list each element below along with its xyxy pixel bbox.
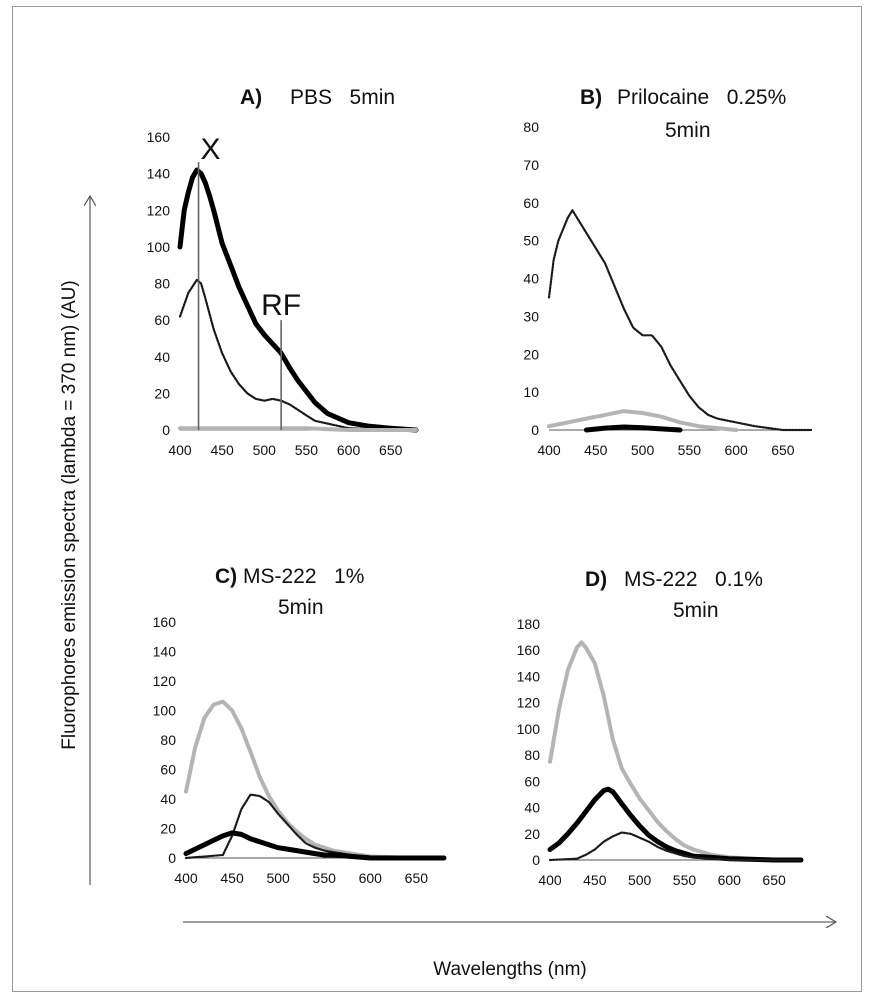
panel-c-y-tick-label: 40 — [160, 791, 176, 807]
panel-d-title-line-2: 5min — [673, 599, 719, 622]
panel-a-y-tick-label: 80 — [154, 276, 170, 292]
panel-b-y-tick-label: 60 — [523, 195, 539, 211]
panel-a-series-thick-black — [177, 167, 419, 433]
panel-a-y-tick-label: 120 — [147, 202, 171, 218]
panel-c-plot: 0 20 40 60 80 100 120 140 160 400 450 500 550 600 650 — [153, 614, 447, 886]
panel-d-y-tick-label: 180 — [517, 616, 541, 632]
panel-b-series-dotted-black — [547, 209, 813, 432]
panel-c-x-tick-label: 550 — [313, 870, 337, 886]
panel-d-y-tick-label: 80 — [524, 747, 540, 763]
panel-c-series-gray — [184, 699, 446, 860]
panel-c-y-tick-label: 160 — [153, 614, 177, 630]
panel-c-series-thick-black — [183, 830, 447, 861]
panel-d-series-gray — [548, 640, 803, 862]
panel-c-y-tick-label: 0 — [168, 850, 176, 866]
panel-b-y-tick-label: 50 — [523, 233, 539, 249]
panel-b-y-tick-label: 80 — [523, 119, 539, 135]
panel-d: D) MS-222 0.1% 5min 0 20 40 60 80 100 120 140 16… — [517, 568, 804, 888]
panel-c-x-tick-label: 650 — [405, 870, 429, 886]
panel-d-plot: 0 20 40 60 80 100 120 140 160 180 400 450 500 550 600 6… — [517, 616, 804, 888]
panel-c-label: C) — [215, 565, 237, 588]
panel-a-annotation-label: X — [201, 133, 221, 166]
panel-d-x-tick-label: 650 — [762, 872, 786, 888]
panel-a-x-tick-label: 400 — [168, 442, 192, 458]
panel-c: C) MS-222 1% 5min 0 20 40 60 80 100 120 140 160 4… — [153, 565, 447, 886]
panel-b-y-tick-label: 20 — [523, 346, 539, 362]
panel-d-y-tick-label: 60 — [524, 773, 540, 789]
panel-d-y-tick-label: 0 — [532, 852, 540, 868]
panel-b-y-tick-label: 70 — [523, 157, 539, 173]
panel-c-x-tick-label: 500 — [266, 870, 290, 886]
panel-b-x-tick-label: 600 — [724, 442, 748, 458]
panel-b-x-tick-label: 650 — [771, 442, 795, 458]
panel-d-series-dotted-black — [548, 831, 803, 862]
panel-b-label: B) — [580, 86, 602, 109]
panel-c-title-line-1: MS-222 1% — [243, 565, 364, 588]
panel-b-series-thick-black — [583, 424, 683, 433]
y-axis-label: Fluorophores emission spectra (lambda = … — [59, 280, 80, 749]
panel-d-x-tick-label: 550 — [673, 872, 697, 888]
panel-d-y-tick-label: 160 — [517, 642, 541, 658]
panel-a-series-gray — [178, 426, 418, 432]
panel-b: B) Prilocaine 0.25% 5min 0 10 20 30 40 50 60 70… — [523, 86, 813, 458]
panel-a-label: A) — [240, 86, 262, 109]
panel-a-x-tick-label: 650 — [379, 442, 403, 458]
panel-c-y-tick-label: 120 — [153, 673, 177, 689]
panel-d-y-tick-label: 20 — [524, 826, 540, 842]
panel-b-x-tick-label: 550 — [678, 442, 702, 458]
panel-b-x-tick-label: 450 — [584, 442, 608, 458]
figure-frame — [12, 6, 862, 992]
panel-a-title-line-1: PBS 5min — [290, 86, 395, 109]
panel-c-y-tick-label: 20 — [160, 821, 176, 837]
panel-a-y-tick-label: 160 — [147, 129, 171, 145]
panel-b-y-tick-label: 10 — [523, 384, 539, 400]
panel-d-y-tick-label: 100 — [517, 721, 541, 737]
panel-a-series-dotted-black — [178, 278, 418, 432]
panel-b-y-tick-label: 40 — [523, 271, 539, 287]
panel-b-x-tick-label: 400 — [537, 442, 561, 458]
x-axis-label: Wavelengths (nm) — [433, 959, 586, 980]
panel-b-y-tick-label: 30 — [523, 308, 539, 324]
panel-d-y-tick-label: 120 — [517, 695, 541, 711]
panel-d-x-tick-label: 500 — [628, 872, 652, 888]
panel-a-y-tick-label: 140 — [147, 166, 171, 182]
panel-c-y-tick-label: 100 — [153, 703, 177, 719]
panel-a-x-tick-label: 600 — [337, 442, 361, 458]
panel-a-y-tick-label: 0 — [162, 422, 170, 438]
panel-b-plot: 0 10 20 30 40 50 60 70 80 400 450 500 550 600 650 — [523, 119, 813, 458]
panel-b-title-line-1: Prilocaine 0.25% — [617, 86, 786, 109]
panel-a-x-tick-label: 450 — [210, 442, 234, 458]
panel-c-x-tick-label: 400 — [174, 870, 198, 886]
panel-d-label: D) — [585, 568, 607, 591]
panel-c-series-dotted-black — [184, 793, 446, 860]
panel-b-series-gray — [547, 409, 739, 432]
panel-a-y-tick-label: 60 — [154, 312, 170, 328]
panel-d-x-tick-label: 600 — [718, 872, 742, 888]
panel-a-x-tick-label: 500 — [253, 442, 277, 458]
panel-c-x-tick-label: 450 — [220, 870, 244, 886]
panel-a-y-tick-label: 20 — [154, 385, 170, 401]
panel-d-y-tick-label: 140 — [517, 668, 541, 684]
panel-a-y-tick-label: 100 — [147, 239, 171, 255]
panel-b-y-tick-label: 0 — [531, 422, 539, 438]
panel-c-title-line-2: 5min — [278, 596, 324, 619]
panel-c-y-tick-label: 140 — [153, 644, 177, 660]
panel-d-series-thick-black — [547, 786, 804, 863]
panel-d-title-line-1: MS-222 0.1% — [624, 568, 763, 591]
panel-b-title-line-2: 5min — [665, 119, 711, 142]
panel-d-y-tick-label: 40 — [524, 800, 540, 816]
panel-d-x-tick-label: 400 — [538, 872, 562, 888]
panel-a-x-tick-label: 550 — [295, 442, 319, 458]
panel-a-y-tick-label: 40 — [154, 349, 170, 365]
panel-a-annotation-label: RF — [261, 289, 301, 322]
panel-c-x-tick-label: 600 — [359, 870, 383, 886]
panel-c-y-tick-label: 80 — [160, 732, 176, 748]
panel-c-y-tick-label: 60 — [160, 762, 176, 778]
panel-b-x-tick-label: 500 — [631, 442, 655, 458]
panel-a: A) PBS 5min 0 20 40 60 80 100 120 140 160 400 450 5… — [147, 86, 419, 458]
panel-d-x-tick-label: 450 — [583, 872, 607, 888]
panel-a-plot: 0 20 40 60 80 100 120 140 160 400 450 500 550 600 650 X… — [147, 129, 419, 458]
